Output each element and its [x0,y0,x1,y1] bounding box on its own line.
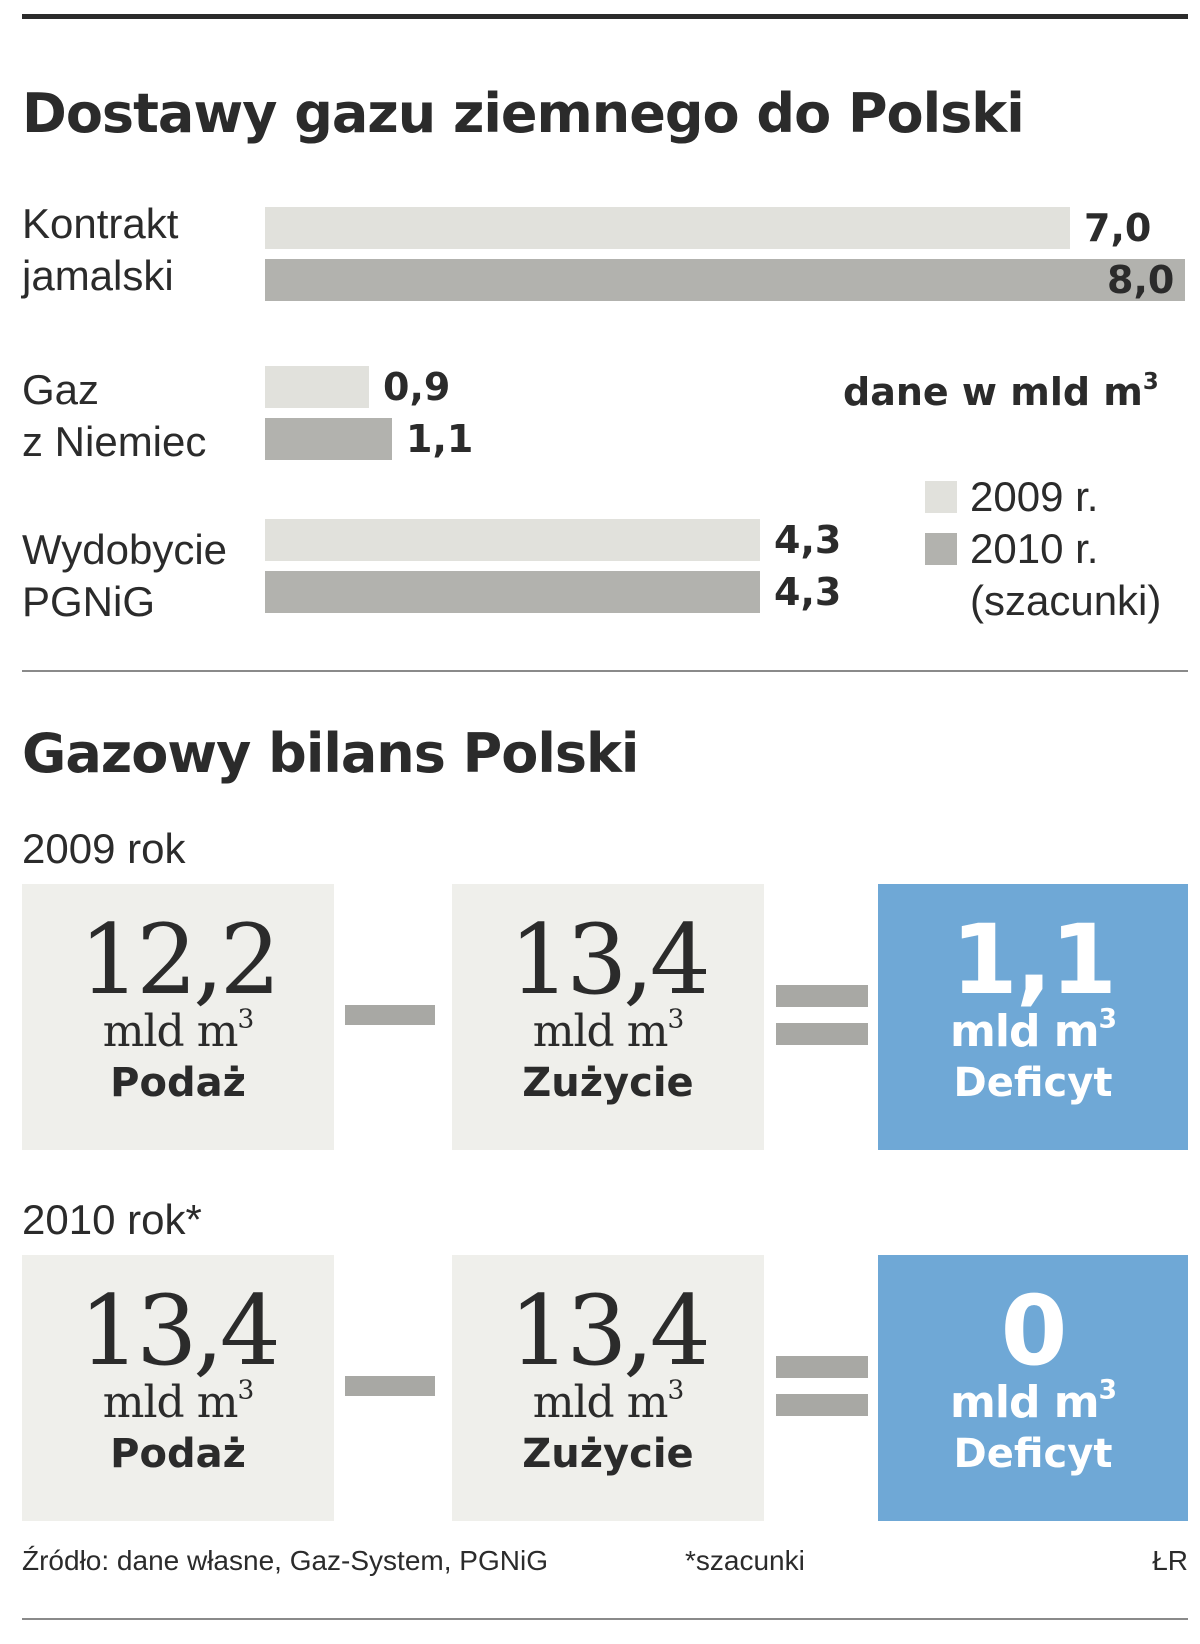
supply-unit-2010: mld m3 [102,1374,254,1428]
legend-label-2010: 2010 r. [970,525,1099,572]
equals-sign-bottom-2010 [776,1394,868,1416]
supply-unit-2009: mld m3 [102,1003,254,1057]
consumption-unit-2009: mld m3 [532,1003,684,1057]
deficit-label-2009: Deficyt [953,1060,1113,1106]
minus-sign-2010 [345,1376,435,1396]
unit-note: dane w mld m3 [843,369,1159,414]
category-label-kontrakt-line1: Kontrakt [22,200,179,247]
bar-2009-cat0 [265,207,1070,249]
bar-label-2010-cat2: 4,3 [774,570,842,614]
bar-label-2009-cat2: 4,3 [774,518,842,562]
bar-label-2009-cat0: 7,0 [1084,206,1152,250]
consumption-label-2009: Zużycie [522,1060,694,1106]
bar-2010-cat2 [265,571,760,613]
supply-box-2010: 13,4 mld m3 Podaż [22,1255,334,1521]
category-label-gaz-line2: z Niemiec [22,418,207,465]
chart-title-balance: Gazowy bilans Polski [22,722,639,785]
consumption-value-2010: 13,4 [509,1275,711,1387]
estimate-note: *szacunki [685,1545,805,1576]
consumption-unit-2010: mld m3 [532,1374,684,1428]
category-label-wydobycie-line2: PGNiG [22,578,156,625]
legend-label-2009: 2009 r. [970,473,1099,520]
consumption-value-2009: 13,4 [509,904,711,1016]
category-label-wydobycie-line1: Wydobycie [22,526,228,573]
bar-2009-cat2 [265,519,760,561]
deficit-unit-2009: mld m3 [950,1003,1117,1057]
consumption-box-2010: 13,4 mld m3 Zużycie [452,1255,764,1521]
author-credit: ŁR [1152,1545,1188,1576]
year-label-2009: 2009 rok [22,825,186,872]
deficit-value-2009: 1,1 [950,904,1117,1016]
supply-label-2010: Podaż [110,1431,246,1477]
deficit-value-2010: 0 [1000,1275,1068,1387]
supply-value-2009: 12,2 [79,904,281,1016]
bar-label-2010-cat1: 1,1 [406,417,474,461]
deficit-box-2009: 1,1 mld m3 Deficyt [878,884,1188,1150]
top-rule [22,14,1188,19]
chart-title-deliveries: Dostawy gazu ziemnego do Polski [22,82,1025,145]
bar-label-2009-cat1: 0,9 [383,365,451,409]
legend-swatch-2009 [925,481,957,513]
supply-box-2009: 12,2 mld m3 Podaż [22,884,334,1150]
bar-2010-cat0 [265,259,1185,301]
equals-sign-bottom-2009 [776,1023,868,1045]
deficit-unit-2010: mld m3 [950,1374,1117,1428]
equals-sign-top-2009 [776,985,868,1007]
legend-swatch-2010 [925,533,957,565]
supply-value-2010: 13,4 [79,1275,281,1387]
bottom-rule [22,1618,1188,1620]
bar-2009-cat1 [265,366,369,408]
deficit-box-2010: 0 mld m3 Deficyt [878,1255,1188,1521]
bar-2010-cat1 [265,418,392,460]
year-label-2010: 2010 rok* [22,1196,202,1243]
category-label-gaz-line1: Gaz [22,366,100,413]
bar-label-2010-cat0: 8,0 [1107,258,1175,302]
section-divider [22,670,1188,672]
minus-sign-2009 [345,1005,435,1025]
deficit-label-2010: Deficyt [953,1431,1113,1477]
supply-label-2009: Podaż [110,1060,246,1106]
category-label-kontrakt-line2: jamalski [22,252,174,299]
consumption-label-2010: Zużycie [522,1431,694,1477]
legend-note: (szacunki) [970,577,1162,624]
source-note: Źródło: dane własne, Gaz-System, PGNiG [22,1545,548,1576]
consumption-box-2009: 13,4 mld m3 Zużycie [452,884,764,1150]
equals-sign-top-2010 [776,1356,868,1378]
